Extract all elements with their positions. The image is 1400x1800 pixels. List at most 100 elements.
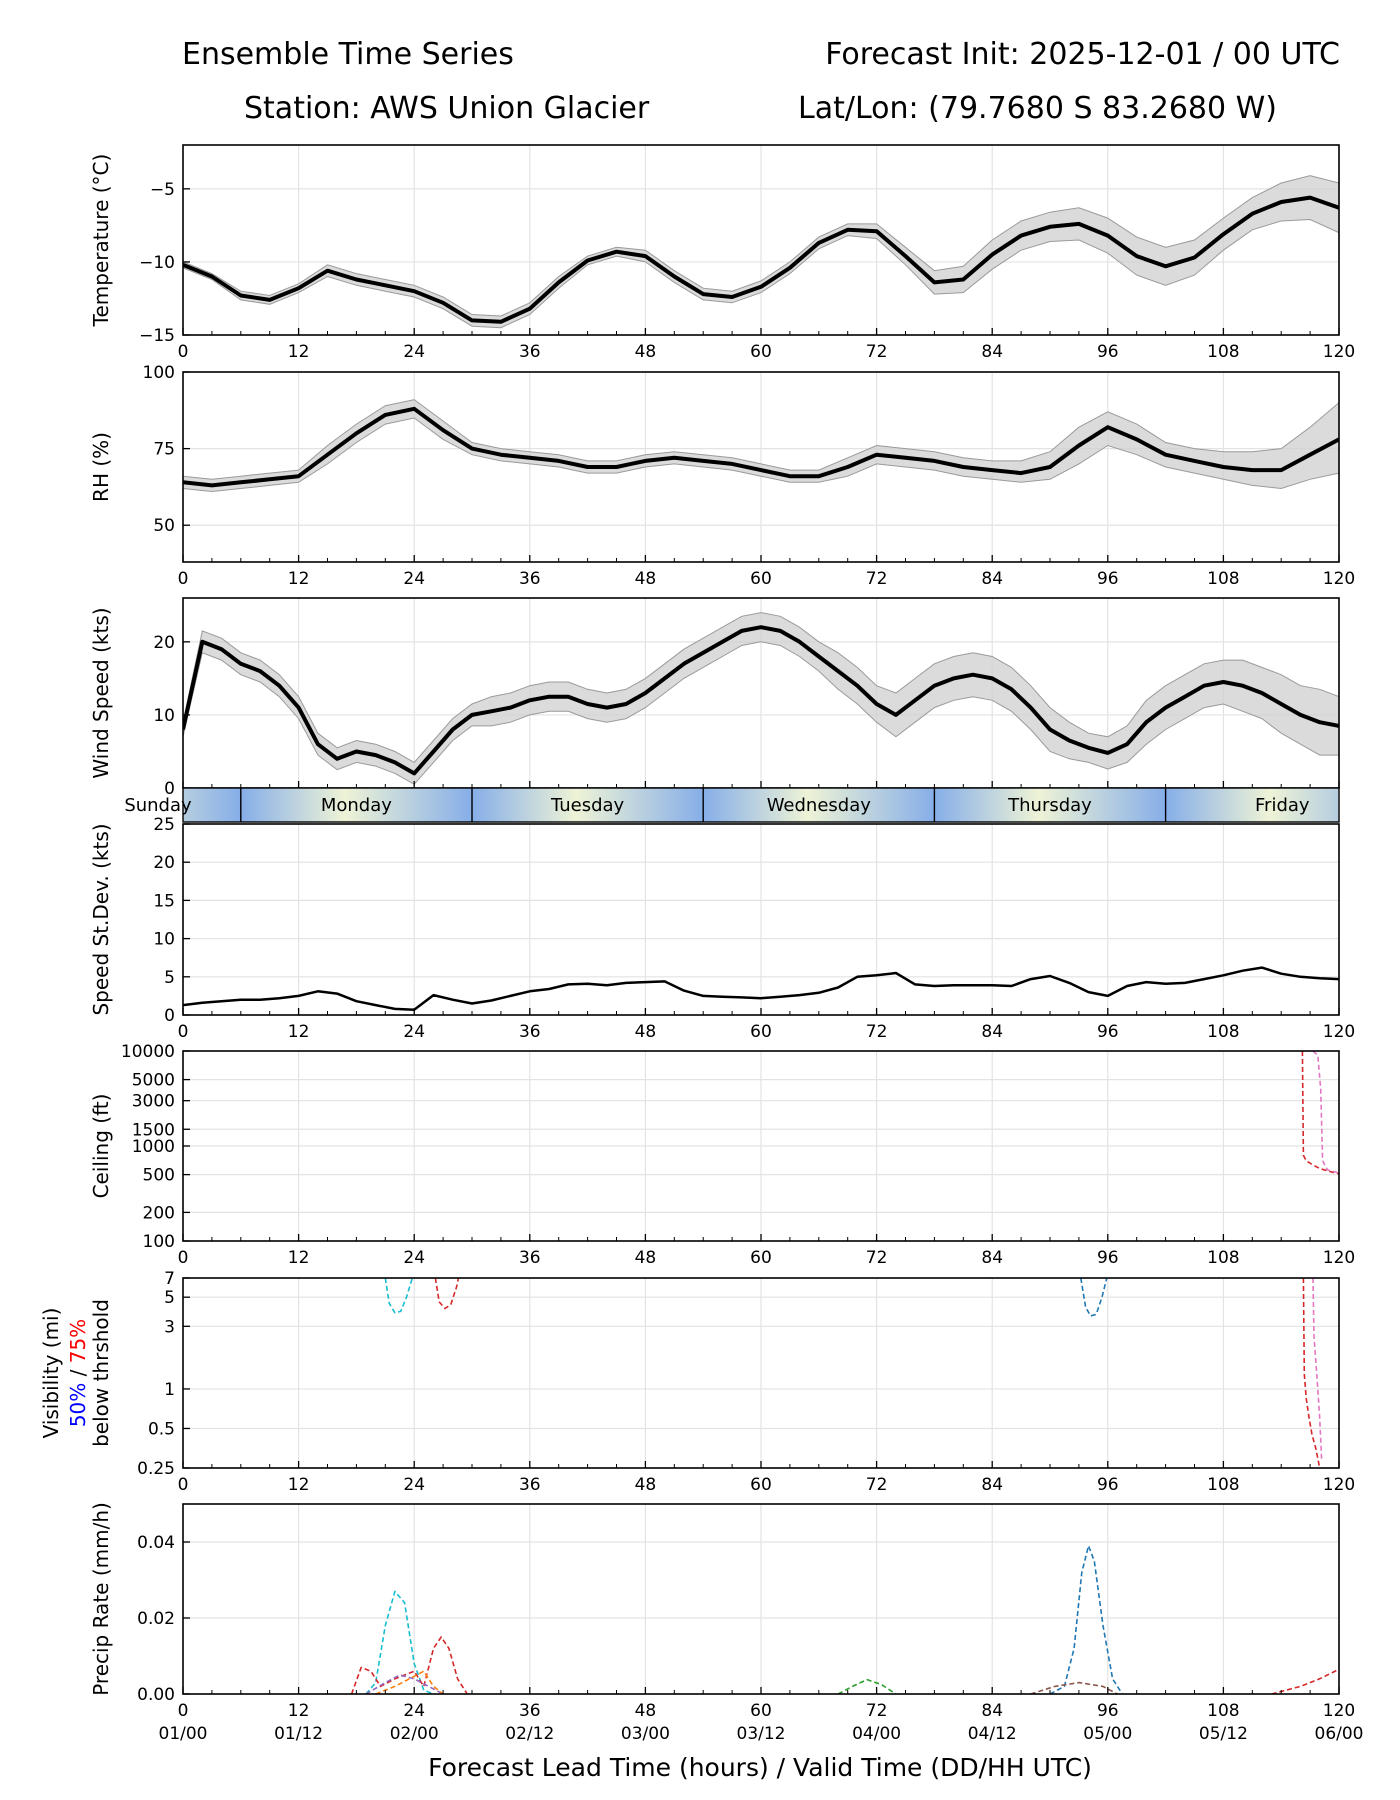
ytick-label--10: −10	[139, 253, 175, 273]
y-label-part-1: /	[66, 1363, 90, 1382]
day-cell-friday	[1165, 788, 1339, 822]
ytick-label-100: 100	[143, 1232, 175, 1252]
day-cell-monday	[240, 788, 472, 822]
series-member-blue	[1080, 1278, 1108, 1317]
xtick-label-36: 36	[519, 1248, 541, 1268]
xtick-label-48: 48	[635, 1475, 657, 1495]
xtick-label-36: 36	[519, 1475, 541, 1495]
xtick-label-120: 120	[1323, 1022, 1355, 1042]
ytick-label-25: 25	[153, 815, 175, 835]
xtick-label-84: 84	[981, 1022, 1003, 1042]
panel-0-plot	[183, 175, 1339, 329]
panel-6-grid	[182, 1504, 1340, 1695]
ytick-label-1: 1	[164, 1380, 175, 1400]
panel-6-xticks: 0 12 24 36 48 60 72 84 96 108 120 01/00 01/12 02/00 02…	[159, 1687, 1364, 1744]
station-latlon: Lat/Lon: (79.7680 S 83.2680 W)	[798, 91, 1277, 126]
day-band-frame	[182, 787, 1340, 823]
valid-label-120: 06/00	[1315, 1724, 1364, 1744]
xtick-label-72: 72	[866, 569, 888, 589]
ytick-label-0: 0	[164, 1006, 175, 1026]
day-label-wednesday: Wednesday	[767, 795, 872, 816]
panel-5-xticks: 0 12 24 36 48 60 72 84 96 108 120	[178, 1461, 1355, 1495]
xtick-label-36: 36	[519, 569, 541, 589]
valid-label-96: 05/00	[1083, 1724, 1132, 1744]
panel-2: 0 10 20 Wind Speed (kts)	[89, 597, 1340, 799]
series-member-green	[837, 1678, 897, 1694]
day-cell-thursday	[934, 788, 1166, 822]
panel-0-xticks: 0 12 24 36 48 60 72 84 96 108 120	[178, 328, 1355, 362]
ytick-label-10: 10	[153, 706, 175, 726]
panel-6-yticks: 0.00 0.02 0.04	[137, 1533, 190, 1705]
ytick-label-20: 20	[153, 853, 175, 873]
ytick-label-75: 75	[153, 440, 175, 460]
y-label: RH (%)	[89, 432, 113, 502]
series-member-red	[434, 1278, 460, 1310]
ytick-label-100: 100	[143, 363, 175, 383]
day-label-sunday: Sunday	[124, 795, 192, 816]
xtick-label-36: 36	[519, 1701, 541, 1721]
xtick-label-60: 60	[750, 569, 772, 589]
xtick-label-120: 120	[1323, 342, 1355, 362]
day-cell-wednesday	[703, 788, 935, 822]
y-label: Ceiling (ft)	[89, 1094, 113, 1199]
ytick-label-0: 0	[164, 779, 175, 799]
day-band-cells	[183, 788, 1339, 822]
xtick-label-0: 0	[178, 342, 189, 362]
series-member-blue	[1049, 1545, 1123, 1694]
series-member-cyan	[384, 1278, 414, 1314]
ytick-label-20: 20	[153, 633, 175, 653]
valid-label-36: 02/12	[505, 1724, 554, 1744]
xtick-label-60: 60	[750, 1475, 772, 1495]
spread-band	[183, 612, 1339, 785]
valid-label-108: 05/12	[1199, 1724, 1248, 1744]
panel-6: 0 12 24 36 48 60 72 84 96 108 120 01/00 01/12 02/00 02…	[89, 1502, 1364, 1744]
panel-0: 0 12 24 36 48 60 72 84 96 108 120 −15 −10 −5 Temperatu…	[89, 144, 1355, 362]
panel-4-plot	[1301, 1051, 1339, 1175]
series-member-b	[1312, 1051, 1339, 1174]
ytick-label-0: 0.00	[137, 1685, 175, 1705]
ytick-label-500: 500	[143, 1166, 175, 1186]
xtick-label-12: 12	[288, 342, 310, 362]
xtick-label-48: 48	[635, 1022, 657, 1042]
xtick-label-108: 108	[1207, 1475, 1239, 1495]
xtick-label-0: 0	[178, 1475, 189, 1495]
panel-5: 0 12 24 36 48 60 72 84 96 108 120 0.25 0.5 1 3 57 Visibi…	[39, 1269, 1355, 1495]
series-member-red-late	[1302, 1278, 1321, 1468]
valid-label-12: 01/12	[274, 1724, 323, 1744]
y-label-part-0: 50%	[66, 1383, 90, 1427]
xtick-label-24: 24	[403, 1248, 425, 1268]
day-label-thursday: Thursday	[1007, 795, 1092, 816]
xtick-label-108: 108	[1207, 1022, 1239, 1042]
ytick-label-0.5: 0.5	[148, 1419, 175, 1439]
day-cell-tuesday	[472, 788, 704, 822]
panel-5-yticks: 0.25 0.5 1 3 57	[137, 1269, 190, 1479]
ytick-label-0.02: 0.02	[137, 1609, 175, 1629]
xtick-label-24: 24	[403, 1701, 425, 1721]
xtick-label-96: 96	[1097, 342, 1119, 362]
ytick-label-50: 50	[153, 516, 175, 536]
series-ensemble-mean	[183, 625, 1339, 776]
y-label: Speed St.Dev. (kts)	[89, 823, 113, 1015]
xtick-label-12: 12	[288, 1248, 310, 1268]
xtick-label-60: 60	[750, 1022, 772, 1042]
valid-label-84: 04/12	[968, 1724, 1017, 1744]
panel-2-xticks	[182, 781, 1340, 788]
panel-2-plot	[183, 612, 1339, 785]
y-label-part-2: 75%	[66, 1319, 90, 1363]
panel-0-yticks: −15 −10 −5	[139, 180, 190, 346]
y-label-threshold: 50% / 75%	[66, 1319, 90, 1427]
station-name: Station: AWS Union Glacier	[244, 91, 650, 126]
xtick-label-12: 12	[288, 1701, 310, 1721]
xtick-label-0: 0	[178, 1022, 189, 1042]
ytick-label-5: 5	[164, 1288, 175, 1308]
xtick-label-0: 0	[178, 569, 189, 589]
xtick-label-84: 84	[981, 342, 1003, 362]
xtick-label-72: 72	[866, 1248, 888, 1268]
panel-3: 0 12 24 36 48 60 72 84 96 108 120 0 5 10 15 20 25 Speed S…	[89, 815, 1355, 1042]
series-member-cyan	[365, 1590, 434, 1694]
xtick-label-12: 12	[288, 1022, 310, 1042]
series-ensemble-mean	[183, 406, 1339, 488]
xtick-label-120: 120	[1323, 1701, 1355, 1721]
day-label-tuesday: Tuesday	[550, 795, 625, 816]
